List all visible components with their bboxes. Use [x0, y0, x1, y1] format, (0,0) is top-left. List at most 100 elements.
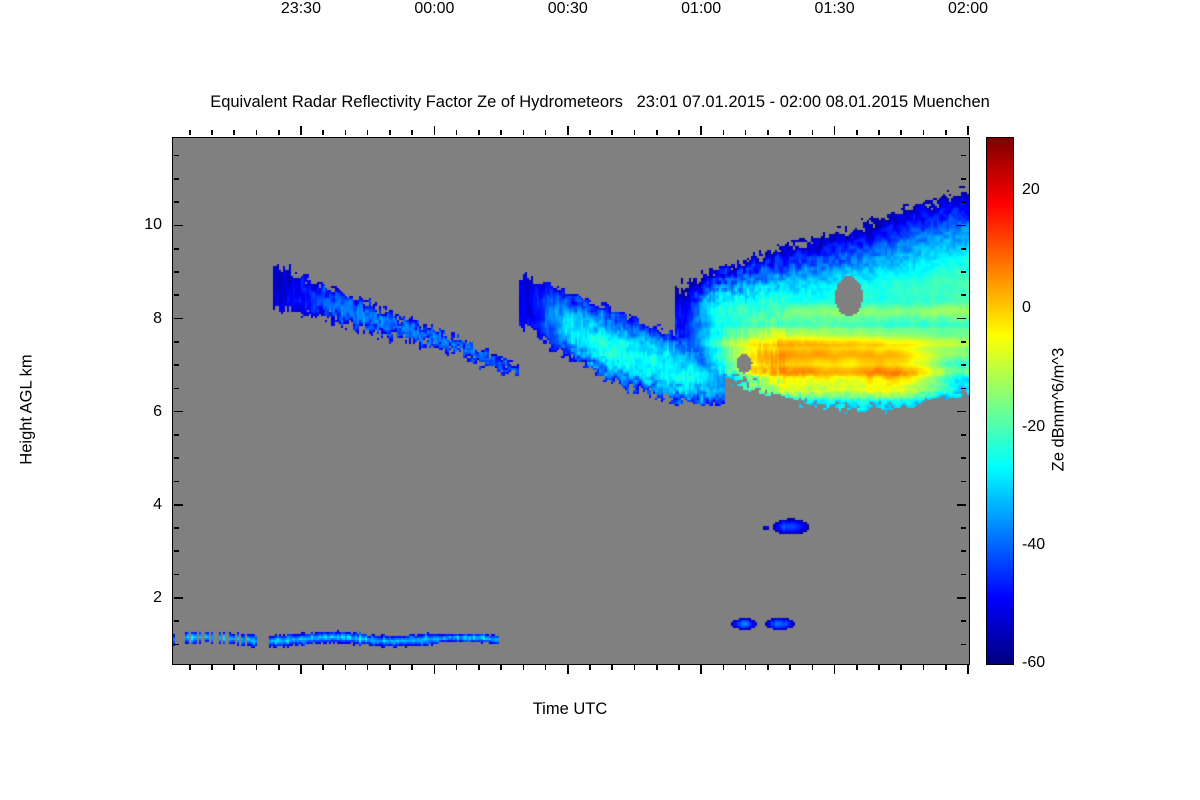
x-minor-tick-top — [544, 130, 547, 136]
reflectivity-heatmap — [173, 138, 969, 664]
y-minor-tick — [173, 620, 179, 622]
y-major-tick — [173, 317, 183, 320]
x-minor-tick-top — [767, 130, 769, 136]
x-minor-tick-top — [633, 130, 636, 136]
y-minor-tick — [173, 178, 179, 180]
colorbar-tick-label: -40 — [1022, 535, 1046, 553]
y-minor-tick — [173, 154, 179, 157]
x-minor-tick — [856, 664, 858, 670]
x-major-tick — [967, 664, 969, 674]
y-major-tick-right — [957, 224, 967, 227]
y-minor-tick-right — [961, 480, 967, 483]
x-minor-tick-top — [789, 130, 791, 136]
x-minor-tick — [455, 664, 458, 670]
y-minor-tick — [173, 341, 179, 343]
x-minor-tick-top — [455, 130, 458, 136]
x-major-tick — [566, 664, 569, 674]
y-minor-tick — [173, 434, 179, 436]
y-minor-tick — [173, 480, 179, 483]
x-major-tick-top — [967, 126, 969, 136]
x-minor-tick-top — [344, 130, 347, 136]
x-minor-tick — [722, 664, 725, 670]
y-tick-label: 8 — [153, 309, 162, 327]
y-minor-tick — [173, 294, 179, 297]
y-tick-label: 10 — [144, 216, 162, 234]
y-major-tick — [173, 410, 183, 413]
y-minor-tick — [173, 387, 179, 390]
x-minor-tick-top — [589, 130, 591, 136]
y-tick-label: 2 — [153, 588, 162, 606]
x-minor-tick — [366, 664, 369, 670]
y-minor-tick-right — [961, 154, 967, 157]
x-minor-tick-top — [411, 130, 413, 136]
y-minor-tick-right — [961, 341, 967, 343]
y-major-tick — [173, 224, 183, 227]
y-minor-tick-right — [961, 550, 967, 553]
x-minor-tick-top — [611, 130, 614, 136]
x-minor-tick — [611, 664, 614, 670]
y-tick-label: 4 — [153, 495, 162, 513]
y-major-tick-right — [957, 503, 967, 506]
x-minor-tick-top — [744, 130, 747, 136]
y-minor-tick — [173, 271, 179, 273]
y-minor-tick — [173, 201, 179, 203]
x-minor-tick-top — [478, 130, 480, 136]
x-minor-tick-top — [811, 130, 814, 136]
x-minor-tick — [744, 664, 747, 670]
colorbar-tick-label: -20 — [1022, 417, 1046, 435]
x-major-tick — [700, 664, 702, 674]
x-minor-tick — [944, 664, 947, 670]
x-minor-tick-top — [277, 130, 280, 136]
x-minor-tick — [500, 664, 502, 670]
x-major-tick-top — [833, 126, 836, 136]
x-minor-tick — [389, 664, 391, 670]
x-minor-tick — [589, 664, 591, 670]
x-minor-tick — [900, 664, 903, 670]
x-minor-tick-top — [233, 130, 236, 136]
y-minor-tick — [173, 527, 179, 529]
colorbar-tick-label: 20 — [1022, 181, 1040, 199]
x-minor-tick — [478, 664, 480, 670]
plot-axes-area — [172, 137, 970, 665]
x-major-tick-top — [566, 126, 569, 136]
y-minor-tick — [173, 457, 179, 459]
y-major-tick-right — [957, 597, 967, 599]
y-tick-label: 6 — [153, 402, 162, 420]
y-minor-tick — [173, 573, 179, 576]
x-major-tick — [300, 664, 302, 674]
y-minor-tick-right — [961, 457, 967, 459]
y-minor-tick — [173, 550, 179, 553]
x-minor-tick — [322, 664, 324, 670]
x-minor-tick-top — [944, 130, 947, 136]
y-minor-tick — [173, 643, 179, 646]
x-minor-tick — [922, 664, 925, 670]
x-tick-label: 02:00 — [947, 0, 989, 17]
y-minor-tick-right — [961, 643, 967, 646]
y-major-tick-right — [957, 410, 967, 413]
x-minor-tick — [811, 664, 814, 670]
x-minor-tick-top — [678, 130, 680, 136]
x-major-tick-top — [433, 126, 436, 136]
colorbar-label: Ze dBmm^6/m^3 — [1049, 347, 1068, 472]
y-minor-tick — [173, 364, 179, 366]
x-minor-tick — [211, 664, 213, 670]
y-major-tick — [173, 503, 183, 506]
x-tick-label: 00:00 — [414, 0, 455, 17]
colorbar — [986, 137, 1014, 665]
x-tick-label: 01:00 — [681, 0, 722, 17]
x-tick-label: 23:30 — [280, 0, 321, 17]
y-minor-tick-right — [961, 294, 967, 297]
x-minor-tick — [411, 664, 413, 670]
x-minor-tick — [789, 664, 791, 670]
y-minor-tick-right — [961, 247, 967, 250]
page-title: Equivalent Radar Reflectivity Factor Ze … — [210, 93, 990, 111]
y-minor-tick-right — [961, 271, 967, 273]
y-minor-tick-right — [961, 573, 967, 576]
x-tick-label: 01:30 — [814, 0, 855, 17]
x-minor-tick — [767, 664, 769, 670]
y-major-tick — [173, 597, 183, 599]
x-minor-tick — [633, 664, 636, 670]
x-minor-tick-top — [255, 130, 258, 136]
x-minor-tick-top — [366, 130, 369, 136]
